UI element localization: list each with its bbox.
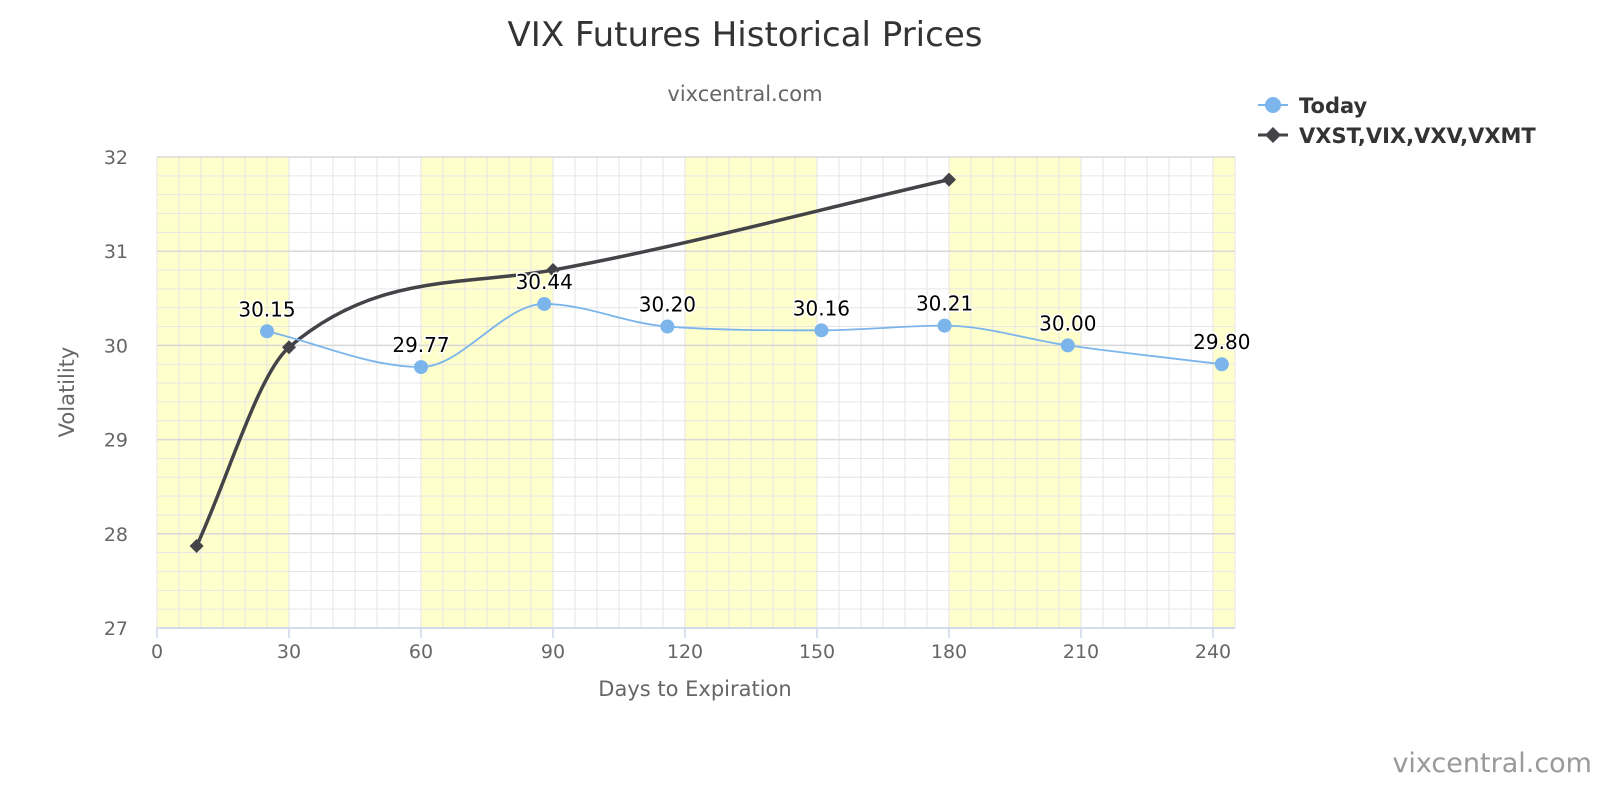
x-tick-label: 0: [151, 641, 163, 663]
data-point-today: [1214, 357, 1229, 372]
shaded-band: [1213, 157, 1235, 628]
x-tick-label: 60: [409, 641, 433, 663]
data-point-today: [260, 324, 274, 339]
series-layer: [189, 172, 1229, 554]
chart-subtitle: vixcentral.com: [667, 82, 822, 106]
legend-label-term-structure: VXST,VIX,VXV,VXMT: [1299, 124, 1536, 148]
x-tick-label: 30: [277, 641, 301, 663]
x-axis-title: Days to Expiration: [598, 677, 791, 701]
x-tick-label: 240: [1195, 641, 1231, 663]
data-point-term-structure: [282, 340, 296, 355]
data-label: 30.21: [916, 292, 973, 316]
x-tick-label: 210: [1063, 641, 1099, 663]
data-point-today: [814, 323, 829, 338]
grid-lines: [156, 156, 1236, 629]
x-tick-label: 120: [667, 641, 703, 663]
data-label: 30.15: [238, 297, 295, 321]
legend-label-today: Today: [1299, 94, 1368, 118]
data-point-today: [937, 318, 952, 333]
data-label: 30.00: [1039, 311, 1096, 335]
legend-item-today[interactable]: Today: [1258, 94, 1368, 118]
data-point-today: [1060, 338, 1075, 353]
x-tick-label: 90: [541, 641, 565, 663]
data-point-term-structure: [546, 263, 560, 278]
data-label: 29.80: [1193, 330, 1250, 354]
y-tick-label: 32: [104, 147, 128, 169]
axes: 0 30 60 90 120 150 180 210 240 27 28 29 30 31 32: [104, 147, 1235, 663]
data-label: 30.20: [639, 293, 696, 317]
y-axis-title: Volatility: [55, 347, 79, 438]
series-line-term-structure: [194, 177, 951, 548]
data-point-today: [537, 296, 552, 311]
legend-item-term-structure[interactable]: VXST,VIX,VXV,VXMT: [1258, 124, 1536, 148]
x-tick-label: 180: [931, 641, 967, 663]
y-tick-label: 31: [104, 241, 128, 263]
data-label: 29.77: [392, 333, 449, 357]
data-labels: 30.15 29.77 30.44 30.20 30.16 30.21 30.00 29.80: [237, 268, 1252, 358]
plot-bands: [157, 157, 1235, 628]
series-line-today: [266, 303, 1223, 368]
data-point-today: [660, 319, 675, 334]
data-label: 30.16: [793, 296, 850, 320]
data-label: 30.44: [516, 270, 573, 294]
y-tick-label: 29: [104, 430, 128, 452]
data-point-today: [414, 360, 428, 375]
y-tick-label: 28: [104, 524, 128, 546]
legend-marker-term-structure: [1265, 127, 1281, 143]
credit-text[interactable]: vixcentral.com: [1392, 748, 1592, 779]
legend: Today VXST,VIX,VXV,VXMT: [1258, 94, 1536, 148]
legend-marker-today: [1265, 97, 1281, 113]
y-tick-label: 30: [104, 335, 128, 357]
data-point-term-structure: [189, 539, 204, 554]
y-tick-label: 27: [104, 618, 128, 640]
chart-title: VIX Futures Historical Prices: [508, 15, 983, 55]
data-point-term-structure: [942, 172, 956, 187]
x-tick-label: 150: [799, 641, 835, 663]
